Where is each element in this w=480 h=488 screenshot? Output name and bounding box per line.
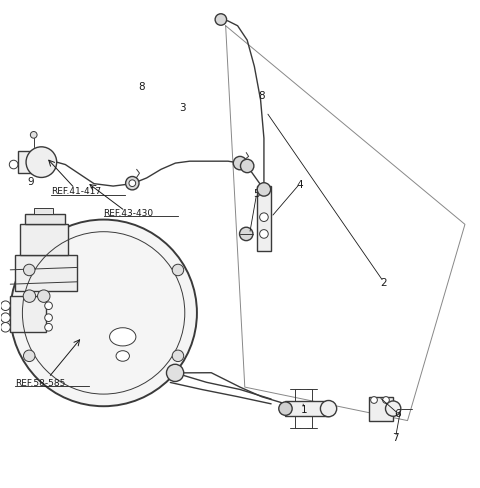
Ellipse shape <box>109 328 136 346</box>
Circle shape <box>167 365 184 382</box>
Text: REF.58-585: REF.58-585 <box>15 378 65 387</box>
Circle shape <box>45 314 52 322</box>
Circle shape <box>0 323 10 332</box>
Circle shape <box>24 264 35 276</box>
Circle shape <box>371 397 377 404</box>
Circle shape <box>45 324 52 331</box>
Circle shape <box>321 401 336 417</box>
Circle shape <box>0 301 10 311</box>
Circle shape <box>385 401 401 416</box>
Ellipse shape <box>116 351 130 362</box>
Text: 2: 2 <box>380 277 387 287</box>
Circle shape <box>215 15 227 26</box>
Text: REF.43-430: REF.43-430 <box>104 208 154 218</box>
Text: 6: 6 <box>395 408 401 419</box>
Circle shape <box>260 230 268 239</box>
Circle shape <box>383 397 389 404</box>
Circle shape <box>0 313 10 323</box>
Polygon shape <box>15 256 77 292</box>
Circle shape <box>240 228 253 241</box>
Circle shape <box>126 177 139 190</box>
Circle shape <box>233 157 247 170</box>
Circle shape <box>45 302 52 310</box>
Circle shape <box>9 161 18 169</box>
Text: REF.41-417: REF.41-417 <box>51 187 101 196</box>
Text: 3: 3 <box>179 103 186 113</box>
Polygon shape <box>286 402 328 416</box>
Circle shape <box>257 183 271 197</box>
Circle shape <box>172 350 184 362</box>
Text: 1: 1 <box>301 404 308 414</box>
Circle shape <box>10 220 197 407</box>
Polygon shape <box>10 297 46 332</box>
Circle shape <box>23 290 36 303</box>
Circle shape <box>37 290 50 303</box>
Polygon shape <box>20 225 68 256</box>
Circle shape <box>24 350 35 362</box>
Circle shape <box>26 147 57 178</box>
Text: 8: 8 <box>139 81 145 91</box>
Circle shape <box>172 264 184 276</box>
Text: 8: 8 <box>258 91 265 101</box>
Circle shape <box>129 181 136 187</box>
Bar <box>369 397 393 421</box>
Text: 9: 9 <box>27 177 34 187</box>
Bar <box>18 152 41 174</box>
Circle shape <box>240 160 254 173</box>
Circle shape <box>260 213 268 222</box>
Text: 7: 7 <box>392 432 399 443</box>
Circle shape <box>30 132 37 139</box>
Polygon shape <box>257 187 271 251</box>
Circle shape <box>279 402 292 415</box>
Polygon shape <box>24 214 65 225</box>
Text: 5: 5 <box>253 189 260 199</box>
Text: 4: 4 <box>297 179 303 189</box>
Bar <box>34 209 53 214</box>
